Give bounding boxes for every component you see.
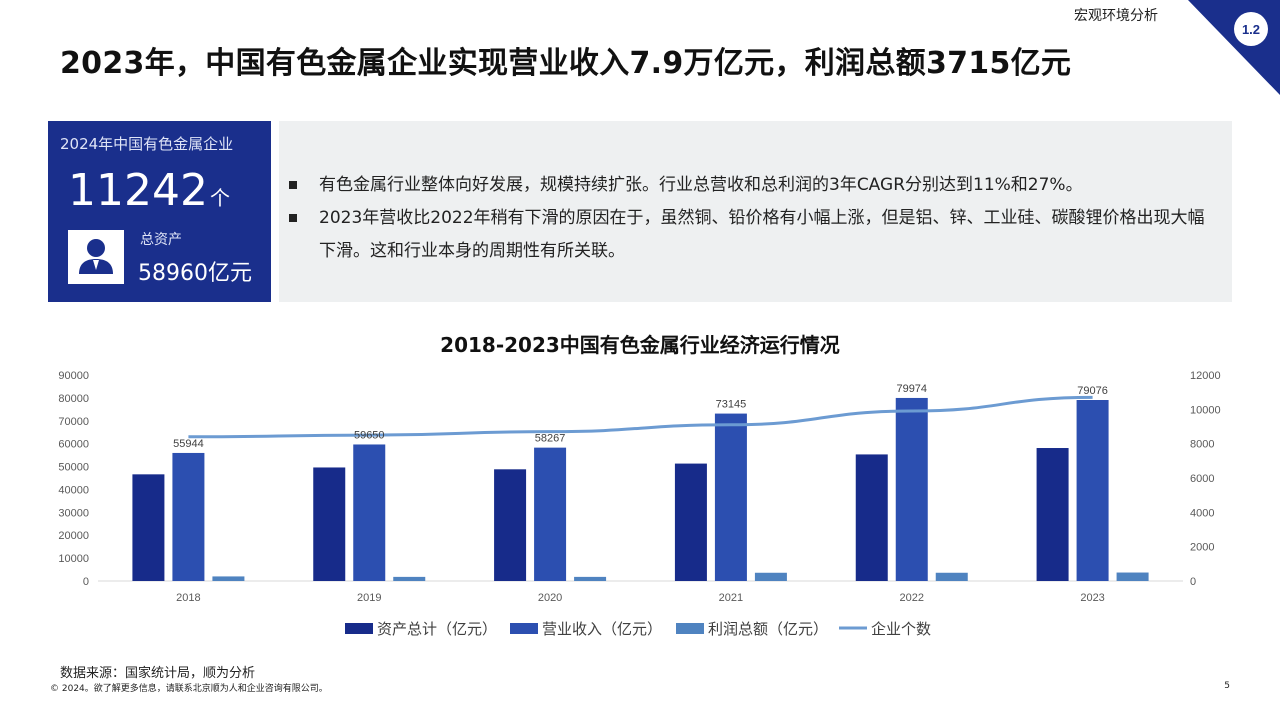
section-label: 宏观环境分析 [1074, 8, 1158, 24]
y-left-tick-label: 60000 [58, 439, 89, 451]
y-left-tick-label: 70000 [58, 416, 89, 428]
bar [855, 454, 888, 581]
bar [132, 474, 165, 581]
company-count-value: 11242 [68, 165, 208, 216]
kpi-card: 2024年中国有色金属企业 11242 个 总资产 58960亿元 [48, 121, 271, 302]
y-left-tick-label: 20000 [58, 530, 89, 542]
bar [393, 576, 426, 581]
bullet-icon [289, 214, 297, 222]
user-icon [68, 230, 124, 284]
y-right-tick-label: 2000 [1190, 542, 1214, 554]
copyright: © 2024。欲了解更多信息，请联系北京顺为人和企业咨询有限公司。 [50, 684, 328, 694]
economic-chart: 0100002000030000400005000060000700008000… [58, 370, 1221, 638]
legend-label: 企业个数 [871, 620, 931, 638]
legend-label: 利润总额（亿元） [708, 621, 828, 638]
y-left-tick-label: 30000 [58, 507, 89, 519]
section-corner-badge: 1.2 [1188, 0, 1280, 95]
y-left-tick-label: 50000 [58, 462, 89, 474]
y-left-tick-label: 40000 [58, 484, 89, 496]
y-right-tick-label: 6000 [1190, 473, 1214, 485]
bar [1076, 400, 1109, 581]
bar [1116, 572, 1149, 581]
bar [714, 413, 747, 581]
page-number: 5 [1224, 681, 1230, 691]
company-count-unit: 个 [209, 186, 230, 210]
x-tick-label: 2018 [176, 592, 200, 604]
legend-swatch [345, 623, 373, 634]
bar [1036, 448, 1069, 581]
x-tick-label: 2022 [900, 592, 924, 604]
bar [494, 469, 527, 581]
legend-label: 营业收入（亿元） [542, 621, 662, 638]
data-label: 55944 [173, 438, 204, 450]
chart-title: 2018-2023中国有色金属行业经济运行情况 [440, 333, 840, 357]
x-tick-label: 2019 [357, 592, 381, 604]
insight-panel: 有色金属行业整体向好发展，规模持续扩张。行业总营收和总利润的3年CAGR分别达到… [279, 121, 1232, 302]
y-right-tick-label: 4000 [1190, 507, 1214, 519]
insight-text: 有色金属行业整体向好发展，规模持续扩张。行业总营收和总利润的3年CAGR分别达到… [319, 175, 1083, 195]
data-label: 73145 [716, 399, 747, 411]
data-label: 59650 [354, 429, 385, 441]
legend-swatch [676, 623, 704, 634]
insight-text: 2023年营收比2022年稍有下滑的原因在于，虽然铜、铅价格有小幅上涨，但是铝、… [319, 208, 1205, 261]
y-right-tick-label: 12000 [1190, 370, 1221, 382]
bar [353, 444, 386, 581]
line-series-company-count [188, 395, 1093, 439]
bar [574, 576, 607, 581]
bar [313, 467, 346, 581]
assets-label: 总资产 [140, 232, 182, 248]
section-number: 1.2 [1242, 22, 1260, 37]
bar [534, 447, 567, 581]
company-count: 11242 个 [68, 165, 230, 216]
bar [674, 463, 707, 581]
x-tick-label: 2020 [538, 592, 562, 604]
y-right-tick-label: 10000 [1190, 404, 1221, 416]
data-source: 数据来源：国家统计局，顺为分析 [60, 666, 256, 681]
y-right-tick-label: 8000 [1190, 439, 1214, 451]
bar [212, 576, 245, 581]
data-label: 79974 [896, 383, 927, 395]
y-left-tick-label: 0 [83, 576, 89, 588]
kpi-caption: 2024年中国有色金属企业 [60, 135, 234, 153]
bar [935, 572, 968, 581]
bullet-icon [289, 181, 297, 189]
bar [754, 572, 787, 581]
bar [895, 397, 928, 581]
page-title: 2023年，中国有色金属企业实现营业收入7.9万亿元，利润总额3715亿元 [60, 46, 1072, 81]
legend-swatch [510, 623, 538, 634]
y-right-tick-label: 0 [1190, 576, 1196, 588]
legend-label: 资产总计（亿元） [377, 621, 497, 638]
bar [172, 452, 205, 581]
data-label: 79076 [1077, 385, 1108, 397]
x-tick-label: 2023 [1080, 592, 1104, 604]
insight-item: 有色金属行业整体向好发展，规模持续扩张。行业总营收和总利润的3年CAGR分别达到… [289, 169, 1219, 202]
y-left-tick-label: 80000 [58, 393, 89, 405]
data-label: 58267 [535, 433, 566, 445]
x-tick-label: 2021 [719, 592, 743, 604]
y-left-tick-label: 90000 [58, 370, 89, 382]
y-left-tick-label: 10000 [58, 553, 89, 565]
assets-value: 58960亿元 [138, 261, 252, 286]
insight-item: 2023年营收比2022年稍有下滑的原因在于，虽然铜、铅价格有小幅上涨，但是铝、… [289, 202, 1219, 268]
